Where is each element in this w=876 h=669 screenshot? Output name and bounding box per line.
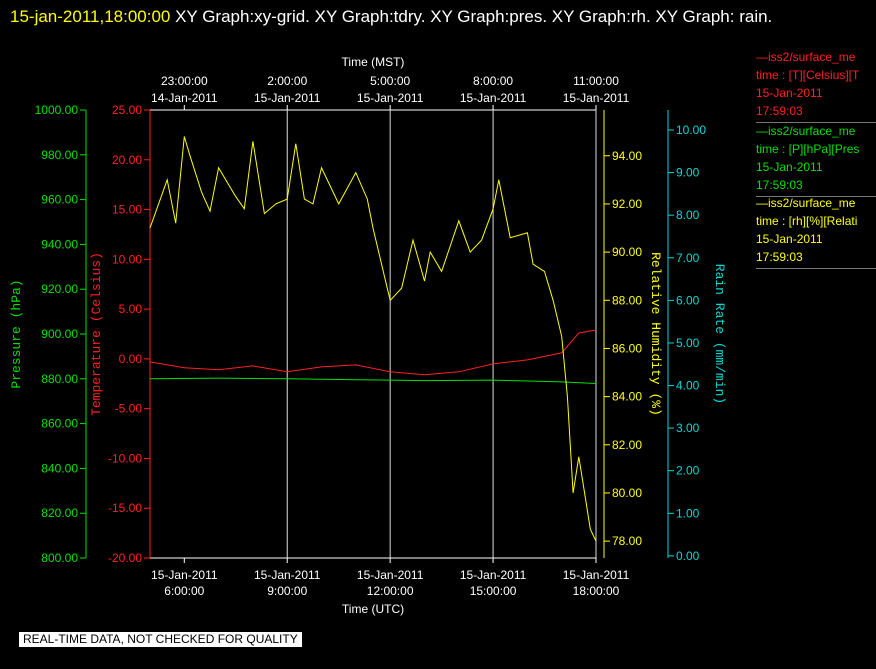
x-top-tick-label: 23:00:00	[161, 74, 208, 88]
y-tick-label-pres: 900.00	[41, 327, 78, 341]
y-tick-label-rh: 88.00	[612, 293, 642, 307]
x-top-tick-label: 15-Jan-2011	[357, 91, 424, 105]
y-tick-label-rh: 94.00	[612, 149, 642, 163]
y-tick-label-rain: 1.00	[676, 506, 700, 520]
y-tick-label-rh: 92.00	[612, 197, 642, 211]
y-tick-label-tdry: 20.00	[112, 153, 142, 167]
x-top-tick-label: 8:00:00	[473, 74, 513, 88]
x-top-tick-label: 2:00:00	[267, 74, 307, 88]
legend-units: time : [P][hPa][Pres	[756, 142, 860, 156]
y-axis-label-rain: Rain Rate (mm/min)	[712, 264, 727, 404]
x-top-tick-label: 11:00:00	[573, 74, 619, 88]
legend-date: 15-Jan-2011	[756, 232, 823, 246]
x-top-tick-label: 14-Jan-2011	[151, 91, 218, 105]
y-tick-label-rain: 3.00	[676, 421, 700, 435]
x-top-tick-label: 15-Jan-2011	[460, 91, 527, 105]
y-tick-label-pres: 820.00	[41, 506, 78, 520]
x-tick-label: 15-Jan-2011	[357, 568, 424, 582]
y-tick-label-rain: 0.00	[676, 549, 700, 563]
y-tick-label-rain: 7.00	[676, 251, 700, 265]
y-tick-label-tdry: 10.00	[112, 252, 142, 266]
y-tick-label-rain: 9.00	[676, 166, 700, 180]
y-tick-label-rain: 10.00	[676, 123, 706, 137]
x-tick-label: 12:00:00	[367, 584, 414, 598]
timestamp: 15-jan-2011,18:00:00	[10, 7, 171, 26]
y-tick-label-tdry: -20.00	[108, 551, 142, 565]
legend-units: time : [rh][%][Relati	[756, 214, 858, 228]
legend-name: —iss2/surface_me	[756, 124, 856, 138]
y-tick-label-pres: 1000.00	[35, 103, 79, 117]
x-top-tick-label: 5:00:00	[370, 74, 410, 88]
y-tick-label-rh: 86.00	[612, 341, 642, 355]
y-tick-label-pres: 960.00	[41, 193, 78, 207]
x-tick-label: 6:00:00	[164, 584, 204, 598]
legend-time: 17:59:03	[756, 104, 803, 118]
series-line-pres	[149, 377, 597, 384]
y-tick-label-tdry: -5.00	[115, 402, 143, 416]
series-line-tdry	[149, 329, 597, 376]
y-tick-label-tdry: 0.00	[119, 352, 143, 366]
x-tick-label: 15:00:00	[470, 584, 517, 598]
y-tick-label-rain: 8.00	[676, 208, 700, 222]
legend-entry-rh[interactable]: —iss2/surface_me time : [rh][%][Relati 1…	[756, 194, 876, 269]
legend-date: 15-Jan-2011	[756, 86, 823, 100]
y-tick-label-rain: 5.00	[676, 336, 700, 350]
y-tick-label-rh: 82.00	[612, 438, 642, 452]
y-tick-label-pres: 800.00	[41, 551, 78, 565]
x-tick-label: 15-Jan-2011	[151, 568, 218, 582]
legend-date: 15-Jan-2011	[756, 160, 823, 174]
legend-entry-pres[interactable]: —iss2/surface_me time : [P][hPa][Pres 15…	[756, 122, 876, 197]
x-top-axis-label: Time (MST)	[342, 55, 405, 69]
legend-divider	[756, 268, 876, 269]
x-tick-label: 9:00:00	[267, 584, 307, 598]
y-axis-label-tdry: Temperature (Celsius)	[89, 252, 104, 416]
y-tick-label-pres: 980.00	[41, 148, 78, 162]
y-tick-label-pres: 940.00	[41, 237, 78, 251]
legend-divider	[756, 122, 876, 123]
x-axis-label: Time (UTC)	[342, 602, 404, 616]
series-line-rh	[149, 136, 597, 542]
x-tick-label: 15-Jan-2011	[460, 568, 527, 582]
legend-name: —iss2/surface_me	[756, 50, 856, 64]
y-tick-label-tdry: -10.00	[108, 451, 142, 465]
legend-entry-tdry[interactable]: —iss2/surface_me time : [T][Celsius][T 1…	[756, 48, 876, 123]
y-tick-label-pres: 880.00	[41, 372, 78, 386]
legend-name: —iss2/surface_me	[756, 196, 856, 210]
y-tick-label-pres: 840.00	[41, 461, 78, 475]
x-tick-label: 18:00:00	[573, 584, 620, 598]
y-tick-label-rain: 2.00	[676, 464, 700, 478]
graph-list: XY Graph:xy-grid. XY Graph:tdry. XY Grap…	[170, 7, 773, 26]
y-tick-label-rh: 90.00	[612, 245, 642, 259]
y-tick-label-rain: 4.00	[676, 379, 700, 393]
y-tick-label-rh: 84.00	[612, 390, 642, 404]
page-title: 15-jan-2011,18:00:00 XY Graph:xy-grid. X…	[10, 3, 850, 31]
y-tick-label-tdry: 15.00	[112, 203, 142, 217]
x-top-tick-label: 15-Jan-2011	[254, 91, 321, 105]
x-tick-label: 15-Jan-2011	[254, 568, 321, 582]
y-tick-label-pres: 920.00	[41, 282, 78, 296]
y-axis-label-rh: Relative Humidity (%)	[648, 252, 663, 416]
y-tick-label-pres: 860.00	[41, 417, 78, 431]
y-tick-label-rh: 78.00	[612, 534, 642, 548]
y-axis-label-pres: Pressure (hPa)	[9, 279, 24, 388]
x-top-tick-label: 15-Jan-2011	[563, 91, 630, 105]
legend-units: time : [T][Celsius][T	[756, 68, 860, 82]
y-tick-label-tdry: -15.00	[108, 501, 142, 515]
legend-divider	[756, 196, 876, 197]
y-tick-label-rain: 6.00	[676, 293, 700, 307]
y-tick-label-rh: 80.00	[612, 486, 642, 500]
legend-time: 17:59:03	[756, 178, 803, 192]
x-tick-label: 15-Jan-2011	[563, 568, 630, 582]
y-tick-label-tdry: 5.00	[119, 302, 143, 316]
legend-time: 17:59:03	[756, 250, 803, 264]
quality-warning: REAL-TIME DATA, NOT CHECKED FOR QUALITY	[19, 632, 302, 647]
y-tick-label-tdry: 25.00	[112, 103, 142, 117]
